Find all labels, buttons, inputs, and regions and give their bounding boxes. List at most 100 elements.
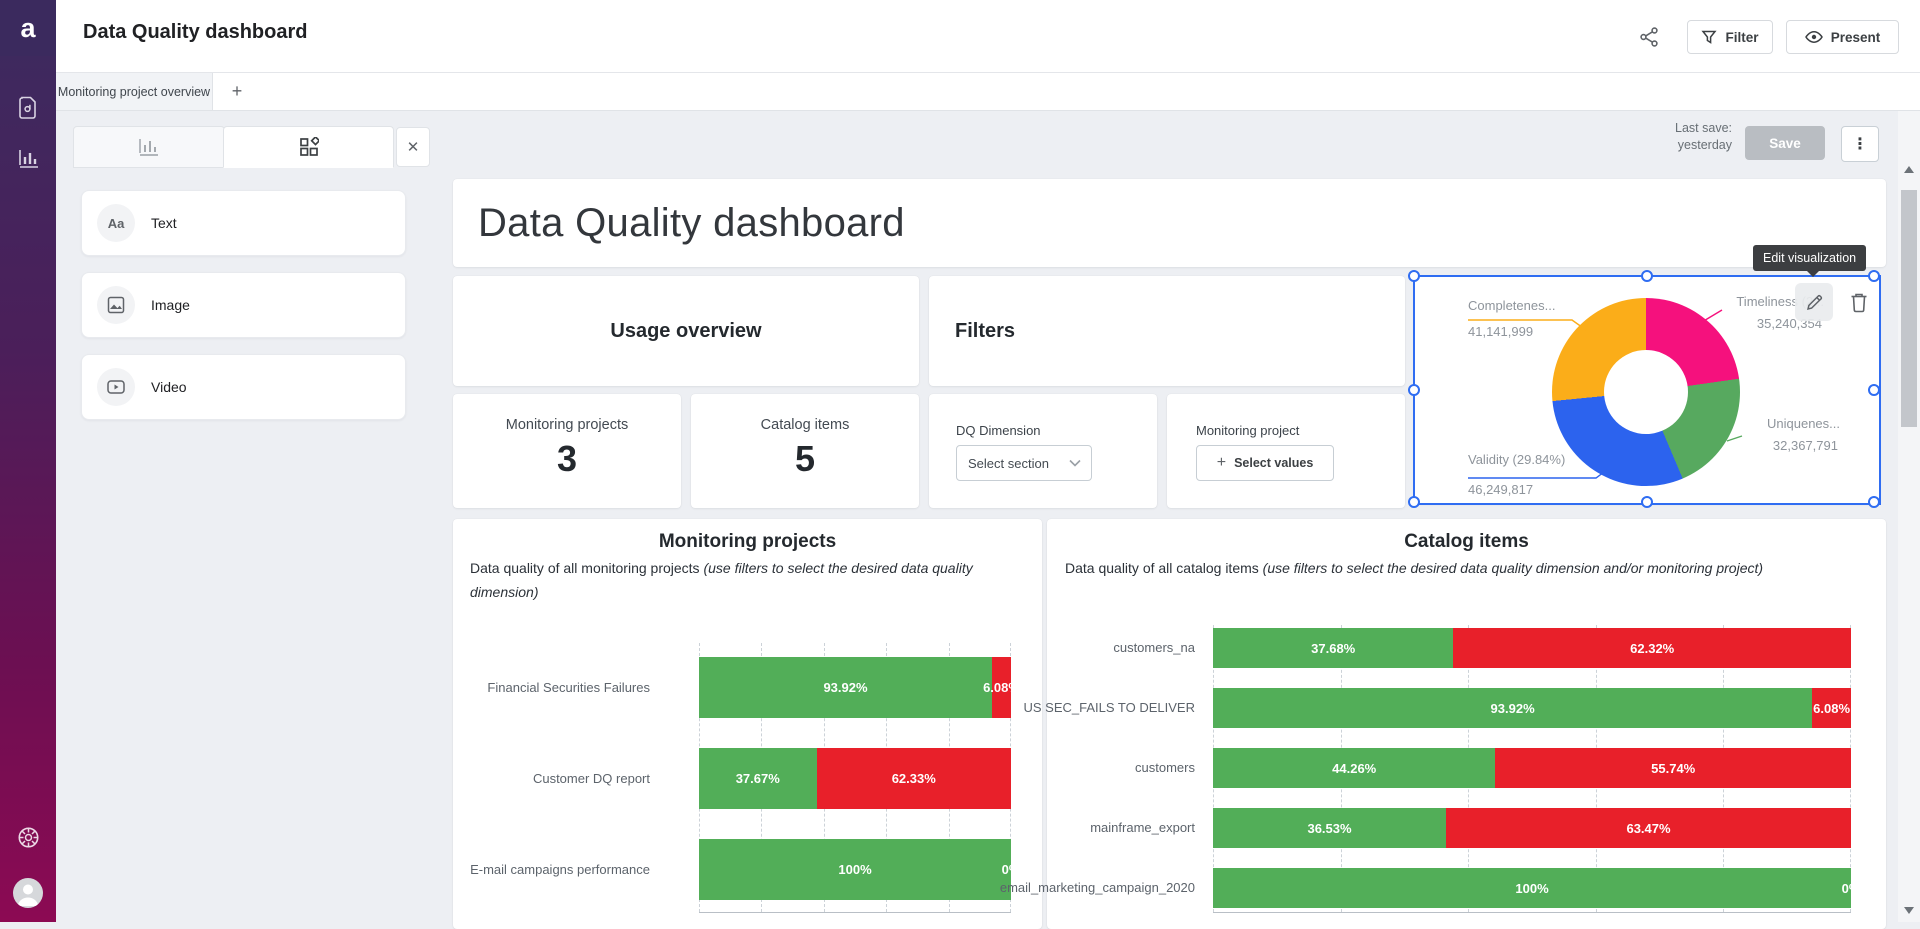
dq-dimension-filter-widget[interactable]: DQ Dimension Select section	[929, 394, 1157, 508]
palette-tab-widgets[interactable]	[223, 126, 394, 168]
bar-value-label: 93.92%	[823, 680, 868, 695]
stat-label: Catalog items	[760, 417, 850, 433]
header-title: Data Quality dashboard	[83, 21, 308, 43]
filter-button[interactable]: Filter	[1687, 20, 1773, 54]
bar-segment-failed[interactable]	[1495, 748, 1851, 788]
present-button-label: Present	[1830, 29, 1881, 45]
chart-title: Monitoring projects	[658, 531, 837, 552]
scroll-up-arrow-icon[interactable]	[1898, 159, 1920, 179]
filters-widget[interactable]: Filters	[929, 276, 1405, 386]
resize-handle-se[interactable]	[1868, 496, 1880, 508]
bar-category-label: Financial Securities Failures	[487, 679, 650, 695]
bar-value-label: 6.08%	[983, 680, 1011, 695]
bar-category-label: mainframe_export	[1090, 820, 1195, 835]
catalog-document-icon[interactable]	[17, 95, 39, 121]
palette-tab-charts[interactable]	[73, 126, 225, 168]
bar-value-label: 6.08%	[1813, 700, 1851, 716]
palette-close-icon[interactable]: ✕	[396, 127, 430, 167]
plus-icon: +	[1216, 454, 1227, 471]
image-icon	[97, 286, 135, 324]
chart-plot-area: 37.68% 62.32% 93.92% 6.08% 44.26% 55.74% 36.53…	[1213, 625, 1851, 913]
bar-row: 36.53% 63.47%	[1213, 808, 1851, 848]
vertical-scrollbar[interactable]	[1898, 111, 1920, 922]
app-logo[interactable]: a	[0, 0, 56, 56]
bar-segment-failed[interactable]	[1446, 808, 1851, 848]
widgets-icon	[299, 137, 319, 156]
monitoring-project-filter-widget[interactable]: Monitoring project + Select values	[1167, 394, 1405, 508]
stat-catalog-items[interactable]: Catalog items 5	[691, 394, 919, 508]
bar-segment-passed[interactable]	[1213, 688, 1813, 728]
bar-segment-passed[interactable]	[1213, 808, 1447, 848]
bar-segment-passed[interactable]	[699, 657, 993, 718]
bar-row: 100% 0%	[1213, 868, 1851, 908]
palette-item-text[interactable]: Aa Text	[81, 190, 406, 256]
bar-value-label: 37.68%	[1311, 640, 1356, 656]
bar-value-label: 63.47%	[1626, 820, 1671, 836]
funnel-icon	[1701, 30, 1718, 44]
user-avatar[interactable]	[13, 878, 43, 908]
resize-handle-ne[interactable]	[1868, 270, 1880, 282]
donut-chart[interactable]	[1552, 298, 1740, 486]
scrollbar-thumb[interactable]	[1901, 190, 1917, 427]
edit-visualization-tooltip: Edit visualization	[1753, 245, 1867, 277]
dq-dimension-select[interactable]: Select section	[956, 445, 1092, 481]
resize-handle-nw[interactable]	[1408, 270, 1420, 282]
bar-segment-failed[interactable]	[816, 748, 1011, 809]
scroll-down-arrow-icon[interactable]	[1898, 900, 1920, 920]
tab-monitoring-project-overview[interactable]: Monitoring project overview	[56, 73, 213, 110]
chart-plot-area: 93.92% 6.08% 37.67% 62.33% 100% 0%	[699, 643, 1011, 913]
present-button[interactable]: Present	[1786, 20, 1899, 54]
stat-label: Monitoring projects	[505, 417, 629, 433]
add-tab-button[interactable]: +	[231, 80, 243, 101]
edit-visualization-pencil-icon[interactable]	[1795, 283, 1833, 321]
bar-value-label: 62.32%	[1630, 640, 1675, 656]
bar-segment-passed[interactable]	[1213, 748, 1496, 788]
bar-segment-passed[interactable]	[699, 839, 1011, 900]
palette-item-label: Video	[151, 379, 187, 395]
bar-value-label: 0%	[1001, 862, 1011, 877]
community-sphere-icon[interactable]	[17, 826, 40, 849]
bar-value-label: 44.26%	[1332, 760, 1377, 776]
select-values-button[interactable]: + Select values	[1196, 445, 1334, 481]
bar-segment-passed[interactable]	[1213, 868, 1851, 908]
bar-value-label: 93.92%	[1490, 700, 1535, 716]
resize-handle-s[interactable]	[1641, 496, 1653, 508]
share-icon[interactable]	[1638, 26, 1660, 48]
resize-handle-w[interactable]	[1408, 384, 1420, 396]
palette-item-video[interactable]: Video	[81, 354, 406, 420]
bar-segment-failed[interactable]	[1812, 688, 1851, 728]
resize-handle-n[interactable]	[1641, 270, 1653, 282]
palette-item-label: Image	[151, 297, 190, 313]
bar-segment-failed[interactable]	[992, 657, 1011, 718]
monitoring-projects-chart-widget[interactable]: Monitoring projects Data quality of all …	[453, 519, 1042, 929]
donut-label-validity: Validity (29.84%)	[1468, 452, 1566, 467]
bar-segment-failed[interactable]	[1453, 628, 1851, 668]
filters-title: Filters	[955, 319, 1016, 342]
last-save-info: Last save: yesterday	[1600, 120, 1732, 154]
donut-leader-lines	[1468, 309, 1743, 479]
palette-item-image[interactable]: Image	[81, 272, 406, 338]
monitoring-project-label: Monitoring project	[1196, 423, 1300, 438]
resize-handle-sw[interactable]	[1408, 496, 1420, 508]
more-options-kebab-icon[interactable]: ⋮	[1841, 126, 1879, 162]
last-save-label: Last save:	[1675, 121, 1732, 135]
title-widget[interactable]: Data Quality dashboard	[453, 179, 1886, 267]
dq-dimension-donut-widget[interactable]: Completenes... 41,141,999 Timeliness (2.…	[1408, 270, 1881, 508]
bar-category-label: customers	[1135, 760, 1195, 775]
text-icon: Aa	[97, 204, 135, 242]
catalog-items-chart-widget[interactable]: Catalog items Data quality of all catalo…	[1000, 519, 1886, 929]
bar-value-label: 100%	[1515, 880, 1549, 896]
bar-chart-icon	[139, 139, 158, 156]
resize-handle-e[interactable]	[1868, 384, 1880, 396]
usage-overview-widget[interactable]: Usage overview	[453, 276, 919, 386]
bar-value-label: 37.67%	[735, 771, 780, 786]
bar-segment-passed[interactable]	[699, 748, 817, 809]
stat-monitoring-projects[interactable]: Monitoring projects 3	[453, 394, 681, 508]
reports-chart-icon[interactable]	[17, 146, 39, 172]
bar-segment-passed[interactable]	[1213, 628, 1454, 668]
donut-value-validity: 46,249,817	[1468, 482, 1534, 497]
donut-label-completeness: Completenes...	[1468, 298, 1556, 313]
delete-trash-icon[interactable]	[1846, 288, 1872, 316]
save-button[interactable]: Save	[1745, 126, 1825, 160]
page-title: Data Quality dashboard	[478, 200, 905, 245]
